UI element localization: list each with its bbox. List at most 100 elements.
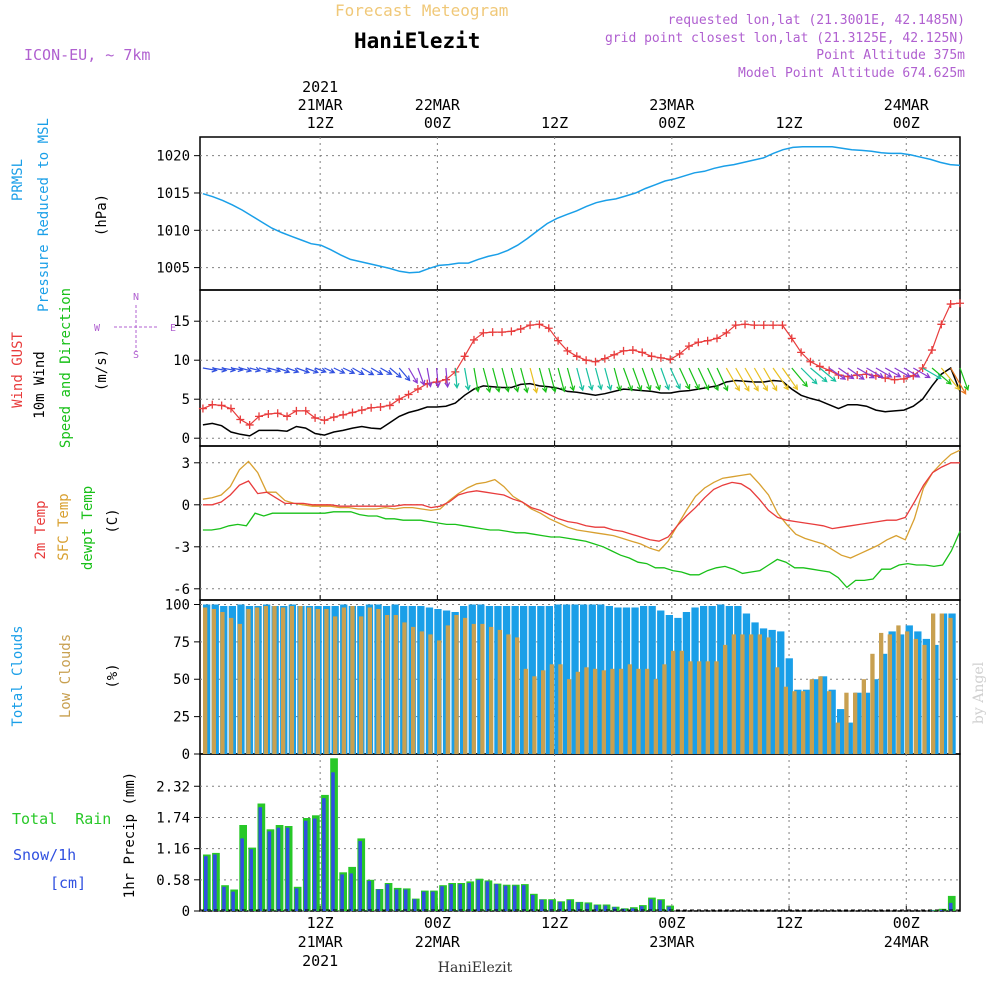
low-cloud-bar: [818, 676, 823, 754]
wind-direction-arrow: [735, 367, 750, 392]
wind-direction-arrow: [473, 367, 481, 393]
wind-gust-label: Wind GUST: [10, 332, 26, 408]
pressure-label-msl: Pressure Reduced to MSL: [36, 118, 52, 312]
low-cloud-bar: [567, 679, 572, 754]
y-tick-label: 0: [182, 498, 190, 514]
low-cloud-bar: [731, 634, 736, 754]
wind-direction-arrow: [772, 367, 789, 391]
total-cloud-bar: [751, 622, 759, 754]
snow-bar: [558, 901, 562, 911]
total-cloud-bar: [580, 604, 588, 754]
wind-direction-arrow: [501, 367, 511, 393]
gust-point-marker: [563, 346, 572, 355]
wind-direction-label: Speed and Direction: [58, 288, 74, 448]
wind-direction-arrow: [931, 367, 952, 385]
gust-point-marker: [675, 349, 684, 358]
low-cloud-bar: [324, 609, 329, 754]
time-label-top: 00Z: [658, 114, 685, 132]
total-cloud-bar: [879, 653, 888, 754]
gust-point-marker: [498, 328, 507, 337]
gust-point-marker: [769, 321, 778, 330]
total-cloud-bar: [674, 617, 682, 754]
gust-series-line: [202, 302, 961, 426]
low-cloud-bar: [783, 686, 788, 754]
tsfc-label: SFC Temp: [56, 493, 72, 560]
pressure-label-prmsl: PRMSL: [10, 159, 26, 201]
model-altitude: Model Point Altitude 674.625m: [738, 66, 965, 81]
low-cloud-bar: [506, 634, 511, 754]
time-label-top: 23MAR: [649, 96, 695, 114]
gust-point-marker: [666, 355, 675, 364]
low-cloud-bar: [471, 623, 476, 754]
total-cloud-bar: [614, 607, 622, 754]
temp-unit: (C): [105, 508, 121, 533]
y-tick-label: 1.74: [156, 810, 190, 826]
total-cloud-bar: [802, 689, 811, 754]
wind-direction-arrow: [669, 367, 681, 390]
wind-direction-arrow: [604, 367, 613, 392]
low-cloud-bar: [757, 634, 762, 754]
wind-direction-arrow: [922, 367, 942, 380]
y-tick-label: 0: [182, 747, 190, 763]
total-cloud-bar: [562, 604, 571, 754]
gust-point-marker: [797, 348, 806, 357]
low-cloud-bar: [645, 668, 650, 754]
gust-point-marker: [582, 356, 591, 365]
total-cloud-bar: [648, 606, 656, 754]
total-cloud-bar: [837, 709, 845, 754]
snow-bar: [440, 886, 444, 911]
snow-bar: [204, 856, 208, 911]
wind-direction-arrow: [296, 367, 311, 374]
low-cloud-bar: [887, 634, 892, 754]
gust-point-marker: [339, 410, 348, 419]
low-cloud-bar: [393, 615, 398, 754]
gust-point-marker: [787, 334, 796, 343]
time-label-top: 00Z: [893, 114, 920, 132]
low-cloud-bar: [272, 606, 277, 754]
t2m-label: 2m Temp: [33, 500, 49, 559]
wind-direction-arrow: [828, 367, 847, 380]
total-cloud-bar: [871, 679, 879, 754]
low-cloud-bar: [220, 612, 225, 754]
gust-point-marker: [638, 348, 647, 357]
snow-bar: [649, 899, 653, 911]
gust-point-marker: [460, 352, 469, 361]
gust-point-marker: [516, 325, 525, 333]
gust-point-marker: [927, 346, 936, 355]
snow-bar: [485, 881, 490, 911]
gust-point-marker: [694, 338, 703, 347]
total-cloud-bar: [828, 689, 836, 754]
gust-point-marker: [722, 328, 731, 337]
wind-direction-arrow: [622, 367, 633, 392]
time-label-bottom: 21MAR: [298, 933, 344, 951]
panel-frame-wind: [199, 289, 961, 447]
wind-direction-arrow: [240, 366, 253, 373]
gust-point-marker: [712, 334, 721, 343]
snow-bar: [576, 902, 581, 911]
low-cloud-bar: [653, 679, 658, 754]
total-cloud-bar: [785, 658, 793, 754]
snow-bar: [431, 891, 435, 911]
time-label-top: 24MAR: [884, 96, 930, 114]
wind-direction-arrow: [959, 367, 970, 391]
snow-bar: [640, 906, 644, 911]
footer-station: HaniElezit: [438, 960, 513, 976]
snow-bar: [658, 900, 662, 911]
total-cloud-bar: [700, 606, 708, 754]
gust-point-marker: [413, 385, 422, 394]
low-cloud-bar: [801, 691, 806, 754]
low-cloud-bar: [792, 691, 797, 754]
wind-direction-arrow: [417, 367, 426, 386]
total-cloud-bar: [682, 612, 691, 754]
wind-direction-arrow: [753, 367, 768, 392]
low-cloud-bar: [237, 623, 242, 754]
wind-direction-arrow: [697, 367, 710, 391]
low-cloud-bar: [766, 637, 771, 754]
time-label-bottom: 00Z: [658, 914, 685, 932]
total-cloud-bar: [845, 722, 853, 754]
total-cloud-bar: [862, 692, 871, 754]
wind-direction-arrow: [389, 367, 402, 379]
gust-point-marker: [469, 335, 478, 344]
wind-direction-arrow: [791, 367, 808, 388]
total-cloud-bar: [811, 679, 819, 754]
